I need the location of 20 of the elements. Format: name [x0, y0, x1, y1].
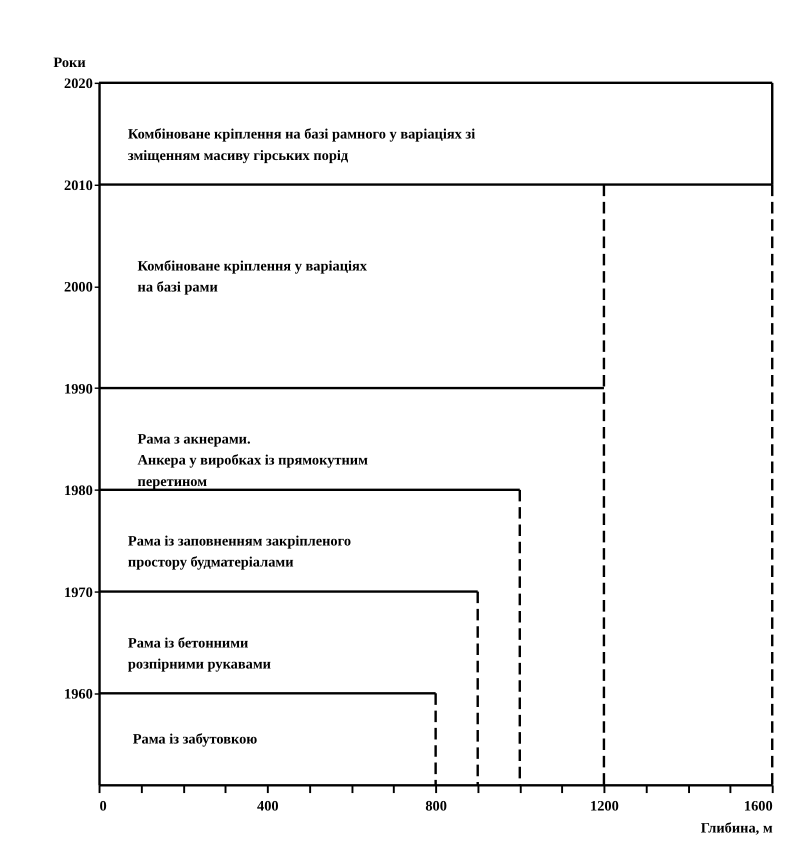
x-axis-title: Глибина, м: [700, 820, 773, 836]
y-tick-label: 1980: [64, 483, 93, 500]
y-axis-title: Роки: [53, 54, 86, 71]
annotation: Рама із забутовкою: [132, 732, 258, 748]
x-tick-label: 1600: [744, 798, 773, 814]
annotation: Комбіноване кріплення у варіаціях на базі рами: [138, 258, 368, 296]
x-tick-label: 1200: [590, 798, 619, 814]
annotation: Рама із заповненням закріпленого простору будматеріалами: [128, 533, 352, 571]
x-tick-label: 400: [257, 798, 279, 814]
y-tick-label: 2010: [64, 178, 93, 194]
x-tick-label: 0: [100, 798, 107, 814]
annotation: Комбіноване кріплення на базі рамного у варіаціях зі зміщенням масиву гірських порід: [128, 126, 476, 164]
y-tick-label: 1970: [64, 584, 93, 601]
x-tick-label: 800: [425, 798, 447, 814]
annotation: Рама із бетонними розпірними рукавами: [128, 635, 271, 673]
y-tick-label: 1960: [64, 686, 93, 703]
annotation: Рама з акнерами. Анкера у виробках із прямокутним перетином: [138, 431, 368, 490]
y-tick-label: 2000: [64, 280, 93, 296]
y-tick-label: 1990: [64, 381, 93, 398]
y-tick-label: 2020: [64, 76, 93, 92]
